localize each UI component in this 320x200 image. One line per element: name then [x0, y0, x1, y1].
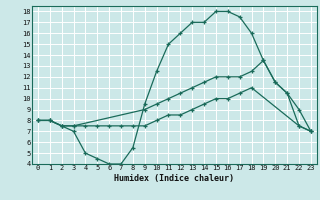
X-axis label: Humidex (Indice chaleur): Humidex (Indice chaleur): [115, 174, 234, 183]
